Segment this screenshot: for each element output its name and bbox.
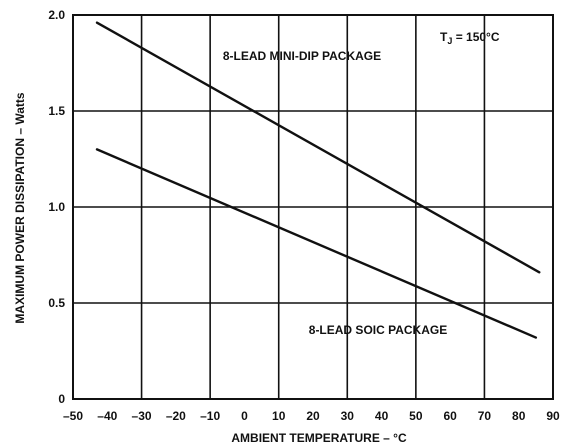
x-axis-title: AMBIENT TEMPERATURE – °C	[231, 431, 407, 445]
series-lines	[95, 21, 541, 339]
x-tick-label: 0	[241, 409, 248, 423]
series-line-1	[95, 148, 538, 339]
y-tick-label: 2.0	[48, 8, 65, 22]
horizontal-gridlines	[73, 14, 553, 400]
tj-value: = 150°C	[452, 30, 499, 44]
x-tick-label: 30	[341, 409, 355, 423]
x-tick-label: 60	[443, 409, 457, 423]
x-tick-label: 40	[375, 409, 389, 423]
x-tick-labels: –50 –40 –30 –20 –10 0 10 20 30 40 50 60 70 80 90	[63, 409, 560, 423]
tj-prefix: T	[440, 30, 448, 44]
x-tick-label: –30	[132, 409, 152, 423]
x-tick-label: 50	[409, 409, 423, 423]
series-label-mini-dip: 8-LEAD MINI-DIP PACKAGE	[223, 49, 381, 63]
x-tick-label: 20	[306, 409, 320, 423]
y-tick-label: 1.5	[48, 104, 65, 118]
y-tick-label: 0.5	[48, 296, 65, 310]
series-line-0	[95, 21, 541, 274]
y-tick-label: 1.0	[48, 200, 65, 214]
y-tick-labels: 0 0.5 1.0 1.5 2.0	[48, 8, 65, 406]
x-tick-label: 10	[272, 409, 286, 423]
x-tick-label: 90	[546, 409, 560, 423]
x-tick-label: 70	[478, 409, 492, 423]
x-tick-label: –20	[166, 409, 186, 423]
tj-subscript: J	[447, 36, 452, 46]
x-tick-label: –50	[63, 409, 83, 423]
y-axis-title: MAXIMUM POWER DISSIPATION – Watts	[13, 92, 27, 323]
junction-temperature-annotation: TJ = 150°C	[440, 30, 500, 46]
plot-frame	[72, 14, 554, 400]
series-label-soic: 8-LEAD SOIC PACKAGE	[309, 323, 447, 337]
x-tick-label: –40	[97, 409, 117, 423]
x-tick-label: –10	[200, 409, 220, 423]
x-tick-label: 80	[512, 409, 526, 423]
y-tick-label: 0	[58, 392, 65, 406]
